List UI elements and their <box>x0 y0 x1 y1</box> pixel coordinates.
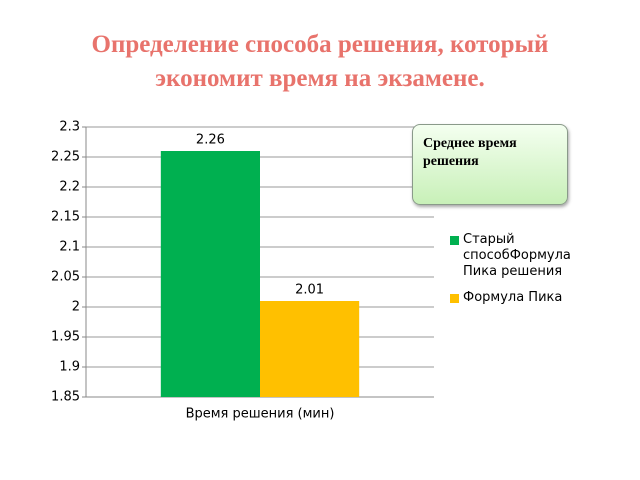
data-label: 2.26 <box>196 133 225 148</box>
legend-entry: Старый способФормула Пика решения <box>450 232 598 280</box>
y-tick-label: 1.85 <box>51 390 80 405</box>
legend-label: Формула Пика <box>463 290 563 305</box>
y-tick-label: 2.3 <box>59 120 80 135</box>
data-label: 2.01 <box>295 283 324 298</box>
chart-title: Определение способа решения, который эко… <box>91 31 549 92</box>
legend-swatch <box>450 236 459 245</box>
y-tick-label: 2.05 <box>51 270 80 285</box>
y-tick-label: 2 <box>72 300 80 315</box>
y-tick-label: 1.9 <box>59 360 80 375</box>
y-tick-label: 2.15 <box>51 210 80 225</box>
x-tick-label: Время решения (мин) <box>186 407 335 422</box>
legend-label: Старый способФормула Пика решения <box>463 232 571 279</box>
bar <box>160 151 260 397</box>
y-tick-label: 2.2 <box>59 180 80 195</box>
legend-entry: Формула Пика <box>450 290 598 306</box>
y-tick-label: 2.25 <box>51 150 80 165</box>
legend-swatch <box>450 294 459 303</box>
bar <box>260 301 360 397</box>
y-tick-label: 1.95 <box>51 330 80 345</box>
annotation: Среднее время решения <box>412 124 568 205</box>
y-tick-label: 2.1 <box>59 240 80 255</box>
